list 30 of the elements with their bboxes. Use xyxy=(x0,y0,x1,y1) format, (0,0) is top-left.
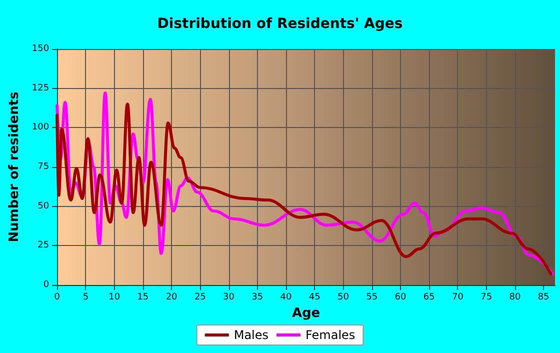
x-tick-label: 85 xyxy=(538,292,550,302)
y-tick-label: 50 xyxy=(38,201,50,212)
x-axis-title: Age xyxy=(292,306,320,321)
x-tick-label: 55 xyxy=(366,292,378,302)
y-tick-label: 75 xyxy=(38,162,50,172)
x-tick-label: 45 xyxy=(308,292,320,302)
x-tick-label: 15 xyxy=(137,292,149,302)
y-tick-label: 100 xyxy=(32,122,50,133)
chart-title: Distribution of Residents' Ages xyxy=(157,16,403,32)
x-tick-label: 40 xyxy=(280,292,292,302)
x-tick-label: 20 xyxy=(166,292,178,302)
y-axis-title: Number of residents xyxy=(7,91,22,242)
legend-label: Females xyxy=(306,328,356,342)
x-tick-label: 80 xyxy=(509,292,521,302)
y-tick-label: 25 xyxy=(38,240,50,251)
x-tick-label: 75 xyxy=(480,292,492,302)
x-tick-label: 25 xyxy=(194,292,206,302)
x-tick-label: 0 xyxy=(54,292,60,302)
x-tick-label: 30 xyxy=(223,292,235,302)
y-tick-label: 150 xyxy=(32,44,50,54)
x-tick-label: 60 xyxy=(394,292,406,302)
y-tick-label: 0 xyxy=(43,280,50,290)
legend-label: Males xyxy=(234,328,269,342)
x-tick-label: 5 xyxy=(82,292,89,302)
y-tick-label: 125 xyxy=(32,83,50,94)
x-tick-label: 65 xyxy=(423,292,435,302)
x-tick-label: 10 xyxy=(108,292,120,302)
x-tick-label: 35 xyxy=(252,292,264,302)
x-tick-label: 50 xyxy=(338,292,350,302)
x-tick-label: 70 xyxy=(452,292,464,302)
